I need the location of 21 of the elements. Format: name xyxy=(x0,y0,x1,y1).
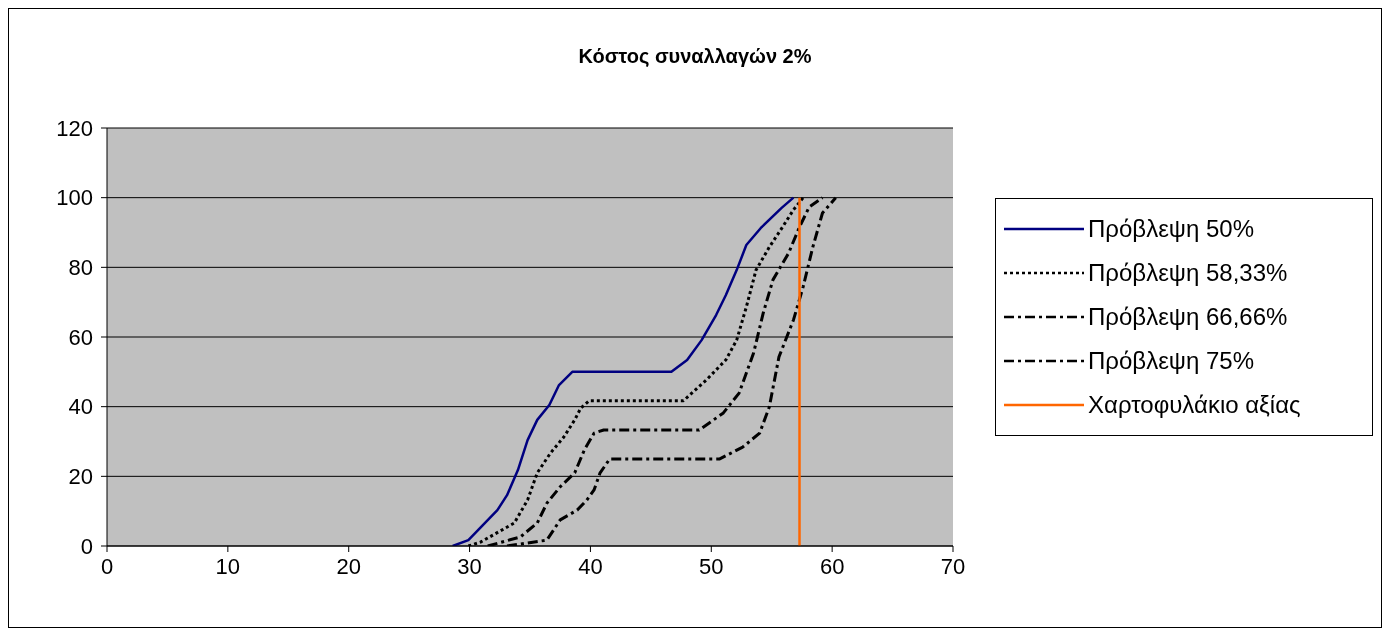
x-tick-label: 60 xyxy=(819,553,845,579)
y-tick-label: 0 xyxy=(80,533,93,559)
chart-title: Κόστος συναλλαγών 2% xyxy=(577,45,813,68)
y-tick-label: 20 xyxy=(68,464,93,490)
y-tick-label: 40 xyxy=(68,394,93,420)
legend-label: Πρόβλεψη 75% xyxy=(1088,347,1254,375)
x-tick-label: 30 xyxy=(457,553,482,579)
x-tick-label: 40 xyxy=(578,553,603,579)
x-tick-label: 20 xyxy=(336,553,361,579)
legend-label: Πρόβλεψη 50% xyxy=(1088,215,1254,243)
x-tick-label: 0 xyxy=(100,553,114,579)
legend-label: Πρόβλεψη 66,66% xyxy=(1088,303,1288,331)
y-tick-label: 120 xyxy=(56,115,93,141)
x-tick-label: 50 xyxy=(699,553,724,579)
legend-label: Πρόβλεψη 58,33% xyxy=(1088,259,1288,287)
y-tick-label: 80 xyxy=(68,255,93,281)
x-tick-label: 10 xyxy=(215,553,241,579)
legend-label: Χαρτοφυλάκιο αξίας xyxy=(1088,391,1301,419)
x-tick-label: 70 xyxy=(940,553,966,579)
y-tick-label: 100 xyxy=(56,185,93,211)
y-tick-label: 60 xyxy=(68,324,93,350)
